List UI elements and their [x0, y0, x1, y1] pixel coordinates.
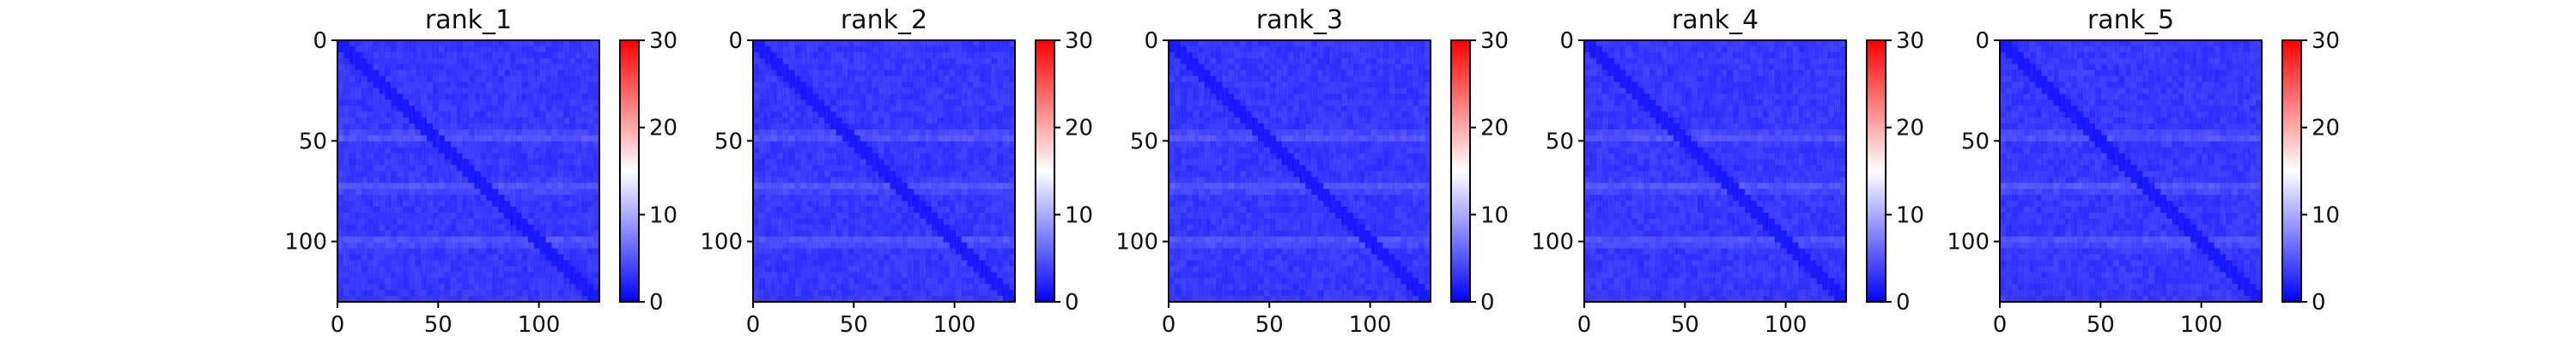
y-tick-label: 50: [714, 129, 743, 154]
subplot-title: rank_3: [1256, 5, 1343, 35]
heatmap-frame: [752, 39, 1016, 303]
colorbar-tick-label: 20: [1065, 116, 1093, 141]
heatmap-frame: [337, 39, 600, 303]
x-tick-label: 100: [518, 312, 561, 338]
x-tick-label: 50: [840, 312, 868, 338]
subplot-rank_2: rank_2 0 50 100 0 50 100 0 10 20 30: [700, 5, 1093, 338]
colorbar-tick-label: 0: [1065, 290, 1079, 316]
subplot-title: rank_2: [841, 5, 927, 35]
colorbar: [620, 40, 639, 302]
y-tick-label: 100: [700, 230, 743, 256]
y-tick-label: 0: [313, 28, 327, 54]
x-tick-label: 0: [746, 312, 761, 338]
colorbar-tick-label: 30: [649, 28, 677, 54]
heatmap-texture: [337, 40, 599, 302]
colorbar-tick-label: 0: [649, 290, 664, 316]
y-tick-label: 100: [284, 230, 327, 256]
y-tick-label: 50: [299, 129, 327, 154]
colorbar-tick-label: 10: [649, 202, 677, 228]
colorbar-tick-label: 20: [649, 116, 677, 141]
x-tick-label: 0: [331, 312, 345, 338]
colorbar-tick-label: 10: [1065, 202, 1093, 228]
x-tick-label: 100: [933, 312, 976, 338]
colorbar-frame: [1035, 39, 1055, 303]
colorbar-tick-label: 30: [1065, 28, 1093, 54]
heatmap-texture: [753, 40, 1015, 302]
y-tick-label: 0: [728, 28, 743, 54]
x-tick-label: 50: [424, 312, 453, 338]
colorbar-frame: [619, 39, 640, 303]
subplot-rank_1: rank_1 0 50 100 0 50 100 0 10 20 30: [284, 5, 677, 338]
colorbar: [1036, 40, 1054, 302]
subplot-title: rank_1: [425, 5, 512, 35]
